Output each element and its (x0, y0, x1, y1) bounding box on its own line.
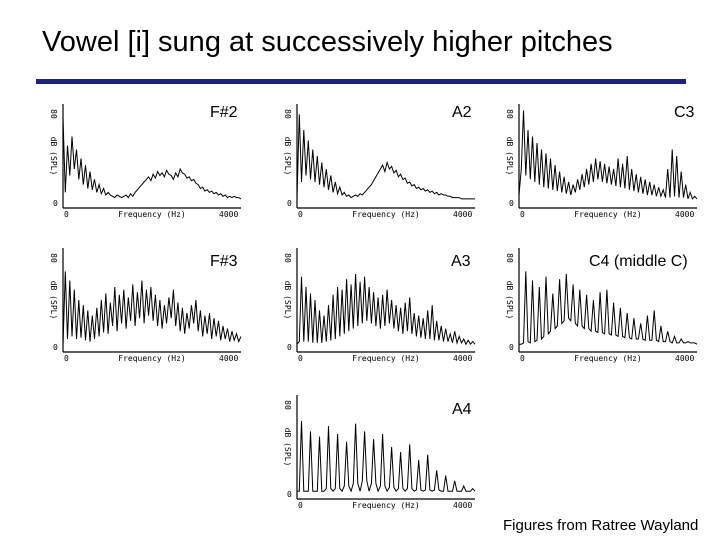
spectrum-chart-c3: 0 4000 Frequency (Hz) 80 0 dB (SPL) (505, 104, 698, 219)
spectrum-chart-f-sharp-2: 0 4000 Frequency (Hz) 80 0 dB (SPL) (49, 104, 242, 219)
spectrum-series-line (62, 271, 242, 346)
y-axis-label: dB (SPL) (283, 281, 292, 320)
x-tick-label-max: 4000 (675, 354, 694, 363)
x-tick-label-max: 4000 (675, 210, 694, 219)
title-divider (36, 79, 686, 84)
x-tick-label-max: 4000 (453, 354, 472, 363)
x-axis-label: Frequency (Hz) (118, 210, 185, 219)
x-tick-label-max: 4000 (219, 210, 238, 219)
note-label-a3: A3 (451, 253, 471, 270)
y-axis-label: dB (SPL) (283, 428, 292, 467)
y-tick-label-min: 0 (509, 343, 514, 352)
y-tick-label-max: 80 (283, 109, 292, 119)
x-axis-label: Frequency (Hz) (352, 501, 419, 510)
note-label-c3: C3 (674, 104, 695, 121)
x-axis-label: Frequency (Hz) (574, 354, 641, 363)
spectrum-chart-a2: 0 4000 Frequency (Hz) 80 0 dB (SPL) (283, 104, 475, 219)
spectrum-panel-a4: 0 4000 Frequency (Hz) 80 0 dB (SPL) (275, 387, 487, 512)
spectrum-panel-c4: 0 4000 Frequency (Hz) 80 0 dB (SPL) (497, 240, 709, 365)
y-tick-label-max: 80 (505, 109, 514, 119)
y-axis-label: dB (SPL) (505, 137, 514, 176)
x-tick-label-min: 0 (520, 354, 525, 363)
note-label-f-sharp-2: F#2 (210, 104, 238, 121)
spectrum-series-line (519, 271, 698, 345)
spectrum-panel-a3: 0 4000 Frequency (Hz) 80 0 dB (SPL) (275, 240, 487, 365)
y-tick-label-min: 0 (287, 343, 292, 352)
figure-credit: Figures from Ratree Wayland (503, 517, 699, 534)
x-axis-label: Frequency (Hz) (352, 354, 419, 363)
spectrum-chart-c4: 0 4000 Frequency (Hz) 80 0 dB (SPL) (505, 248, 698, 363)
x-tick-label-max: 4000 (219, 354, 238, 363)
spectrum-chart-a3: 0 4000 Frequency (Hz) 80 0 dB (SPL) (283, 248, 476, 363)
y-tick-label-min: 0 (53, 343, 58, 352)
spectrum-panel-a2: 0 4000 Frequency (Hz) 80 0 dB (SPL) (275, 96, 487, 221)
x-axis-label: Frequency (Hz) (574, 210, 641, 219)
y-tick-label-max: 80 (283, 253, 292, 263)
spectrum-panel-f-sharp-2: 0 4000 Frequency (Hz) 80 0 dB (SPL) (41, 96, 253, 221)
y-axis-label: dB (SPL) (283, 137, 292, 176)
x-tick-label-min: 0 (64, 210, 69, 219)
x-tick-label-min: 0 (298, 501, 303, 510)
spectrum-panel-f-sharp-3: 0 4000 Frequency (Hz) 80 0 dB (SPL) (41, 240, 253, 365)
y-tick-label-max: 80 (505, 253, 514, 263)
y-tick-label-max: 80 (283, 400, 292, 410)
y-axis-label: dB (SPL) (49, 137, 58, 176)
spectrum-series-line (297, 420, 476, 493)
x-axis-label: Frequency (Hz) (118, 354, 185, 363)
note-label-a2: A2 (452, 104, 472, 121)
y-tick-label-max: 80 (49, 109, 58, 119)
y-axis-label: dB (SPL) (49, 281, 58, 320)
y-tick-label-min: 0 (287, 199, 292, 208)
x-tick-label-max: 4000 (453, 501, 472, 510)
x-tick-label-min: 0 (64, 354, 69, 363)
y-tick-label-min: 0 (509, 199, 514, 208)
y-tick-label-min: 0 (287, 490, 292, 499)
x-axis-label: Frequency (Hz) (352, 210, 419, 219)
x-tick-label-min: 0 (298, 354, 303, 363)
y-tick-label-min: 0 (53, 199, 58, 208)
y-tick-label-max: 80 (49, 253, 58, 263)
spectrum-chart-a4: 0 4000 Frequency (Hz) 80 0 dB (SPL) (283, 395, 476, 510)
spectrum-series-line (62, 116, 242, 200)
slide-title: Vowel [i] sung at successively higher pi… (42, 26, 613, 58)
spectrum-series-line (296, 114, 475, 200)
spectrum-chart-f-sharp-3: 0 4000 Frequency (Hz) 80 0 dB (SPL) (49, 248, 242, 363)
spectrum-series-line (518, 110, 698, 200)
x-tick-label-min: 0 (298, 210, 303, 219)
x-tick-label-min: 0 (520, 210, 525, 219)
spectrum-series-line (296, 273, 476, 346)
note-label-c4: C4 (middle C) (589, 253, 688, 270)
y-axis-label: dB (SPL) (505, 281, 514, 320)
spectrum-panel-c3: 0 4000 Frequency (Hz) 80 0 dB (SPL) (497, 96, 709, 221)
note-label-f-sharp-3: F#3 (210, 253, 238, 270)
x-tick-label-max: 4000 (453, 210, 472, 219)
note-label-a4: A4 (452, 401, 472, 418)
